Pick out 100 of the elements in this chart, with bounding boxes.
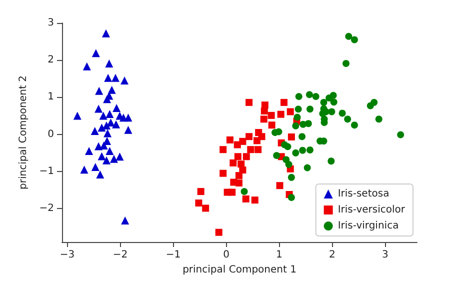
point [292,122,300,130]
point [124,126,132,134]
point [350,36,358,44]
point [234,141,241,148]
point [251,196,258,204]
point [338,110,346,117]
point [273,152,280,160]
point [298,133,306,140]
point [112,120,120,128]
point [82,62,91,70]
point [195,200,202,207]
point [202,204,210,212]
legend-label: Iris-setosa [338,188,390,200]
legend-label: Iris-virginica [338,220,399,232]
point [197,188,204,196]
point [306,91,313,98]
y-tick-label: −2 [39,203,54,214]
point [110,154,118,163]
point [121,216,130,224]
point [234,153,242,160]
point [103,95,112,104]
point [294,106,302,113]
point [85,147,94,156]
point [246,133,253,140]
point [292,149,300,156]
point [375,116,382,123]
x-tick-label: −3 [60,250,75,260]
point [215,228,222,236]
point [304,164,311,172]
point [306,106,314,113]
y-tick-label: 3 [48,18,54,28]
point [350,122,358,129]
point [285,160,292,168]
x-tick-label: −2 [112,250,128,260]
point [345,32,352,40]
point [220,146,227,154]
point [397,131,404,138]
x-tick-label: 2 [329,250,336,260]
point [95,86,104,95]
x-tick-label: 3 [382,250,388,260]
point [247,146,254,154]
y-tick-label: 0 [48,128,54,140]
y-tick-label: 1 [48,92,54,103]
point [90,127,99,136]
point [328,158,335,165]
legend-label: Iris-versicolor [338,204,406,216]
x-tick-label: −1 [166,250,181,260]
point [106,110,114,118]
point [102,156,111,164]
point [268,112,275,119]
x-tick-label: 0 [223,250,230,260]
point [280,98,288,106]
point [268,122,276,129]
point [94,104,103,113]
point [98,152,106,160]
point [98,124,106,132]
point [286,108,294,116]
x-axis-title: principal Component 1 [182,264,296,276]
point [246,98,253,106]
point [112,104,121,112]
point [106,147,114,156]
point [124,114,132,122]
point [275,128,282,136]
y-tick-label: −1 [39,166,54,177]
point [319,110,326,118]
point [105,59,114,68]
point [260,107,268,114]
point [108,86,116,94]
point [220,170,227,177]
point [254,146,262,154]
point [260,116,268,123]
point [276,182,284,190]
point [294,114,301,121]
point [112,74,120,82]
point [235,172,242,180]
point [73,112,82,120]
point [330,92,337,99]
point [277,110,284,118]
point [288,133,295,140]
point [120,76,129,85]
point [92,49,100,58]
point [312,92,320,100]
point [228,188,236,196]
point [104,74,112,82]
point [240,188,248,196]
point [99,112,108,120]
point [226,136,234,144]
point [104,129,112,138]
point [288,194,295,201]
point [306,146,314,154]
point [342,60,350,67]
point [344,116,352,123]
point [102,29,110,38]
point [91,163,100,172]
point [96,170,104,178]
point [235,179,242,186]
point [242,195,250,202]
point [284,143,292,150]
y-tick-label: 2 [48,54,54,66]
point [116,152,124,161]
